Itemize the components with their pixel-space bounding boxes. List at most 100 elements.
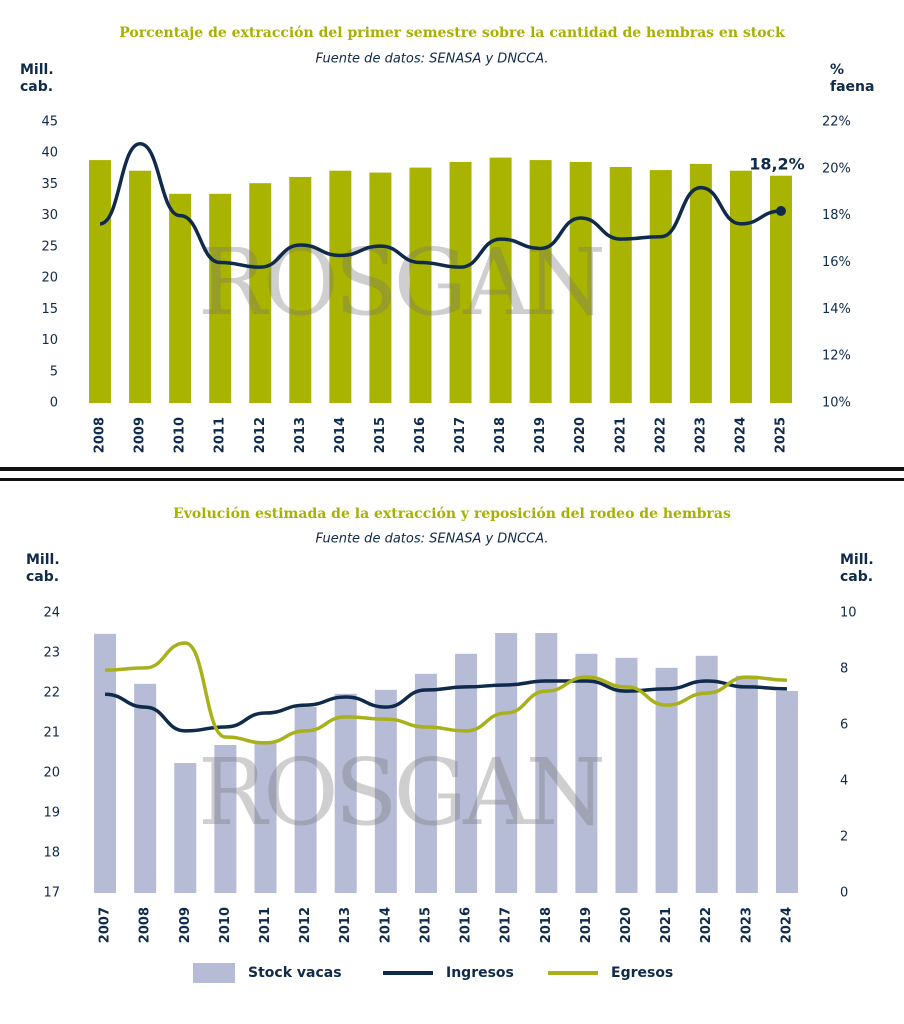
chart-title: Porcentaje de extracción del primer seme…: [119, 25, 785, 41]
y-tick-label: 45: [41, 115, 58, 130]
bar: [535, 633, 558, 893]
y-axis-label: Mill. cab.: [20, 62, 54, 95]
bar: [569, 161, 592, 403]
x-tick-label: 2012: [298, 907, 313, 943]
x-tick-label: 2024: [779, 907, 794, 943]
bar: [649, 170, 672, 403]
legend-swatch: [193, 963, 235, 983]
y-tick-label: 40: [41, 146, 58, 161]
x-tick-label: 2007: [98, 907, 113, 943]
x-tick-label: 2024: [733, 417, 748, 453]
x-tick-label: 2008: [93, 417, 108, 453]
x-tick-label: 2015: [418, 907, 433, 943]
x-tick-label: 2025: [773, 417, 788, 453]
x-tick-label: 2010: [173, 417, 188, 453]
separator: [0, 467, 904, 471]
x-tick-label: 2016: [459, 907, 474, 943]
x-tick-label: 2012: [253, 417, 268, 453]
y2-tick-label: 2: [840, 830, 848, 845]
line: [104, 679, 787, 733]
x-tick-label: 2009: [133, 417, 148, 453]
bar: [209, 193, 232, 403]
chart-subtitle: Fuente de datos: SENASA y DNCCA.: [316, 532, 549, 547]
y-tick-label: 18: [43, 846, 60, 861]
bar: [729, 170, 752, 403]
x-tick-label: 2021: [613, 417, 628, 453]
y-tick-label: 20: [41, 271, 58, 286]
y2-tick-label: 22%: [822, 115, 851, 130]
x-tick-label: 2022: [699, 907, 714, 943]
y2-tick-label: 12%: [822, 349, 851, 364]
x-tick-label: 2014: [333, 417, 348, 453]
x-tick-label: 2009: [178, 907, 193, 943]
x-tick-label: 2019: [579, 907, 594, 943]
bar: [329, 170, 352, 403]
line: [105, 641, 787, 745]
chart-title: Evolución estimada de la extracción y re…: [173, 506, 731, 522]
y-tick-label: 21: [43, 726, 60, 741]
bar: [94, 633, 117, 893]
y-tick-label: 30: [41, 208, 58, 223]
x-tick-label: 2008: [138, 907, 153, 943]
legend-label: Egresos: [611, 965, 673, 981]
y2-tick-label: 8: [840, 662, 848, 677]
bar: [174, 763, 197, 893]
x-tick-label: 2020: [573, 417, 588, 453]
bar: [575, 653, 598, 893]
bar: [334, 693, 357, 893]
y2-tick-label: 6: [840, 718, 848, 733]
legend-label: Stock vacas: [248, 965, 342, 981]
x-tick-label: 2011: [258, 907, 273, 943]
x-tick-label: 2014: [378, 907, 393, 943]
line: [99, 142, 782, 269]
y2-tick-label: 4: [840, 774, 848, 789]
bar: [735, 675, 758, 893]
separator: [0, 478, 904, 481]
bar: [289, 176, 312, 403]
x-tick-label: 2013: [338, 907, 353, 943]
y-tick-label: 15: [41, 302, 58, 317]
bar: [254, 741, 277, 893]
bar: [374, 689, 397, 893]
y-tick-label: 19: [43, 806, 60, 821]
x-tick-label: 2011: [213, 417, 228, 453]
x-tick-label: 2020: [619, 907, 634, 943]
chart-subtitle: Fuente de datos: SENASA y DNCCA.: [316, 52, 549, 67]
y-tick-label: 10: [41, 333, 58, 348]
y-tick-label: 24: [43, 606, 60, 621]
bar: [609, 166, 632, 403]
bar: [369, 172, 392, 403]
bar: [489, 157, 512, 403]
y2-tick-label: 10: [840, 606, 857, 621]
y2-axis-label: Mill. cab.: [840, 552, 874, 585]
bar: [89, 160, 112, 403]
y2-tick-label: 18%: [822, 208, 851, 223]
y2-tick-label: 0: [840, 886, 848, 901]
bar: [495, 633, 518, 893]
y-tick-label: 23: [43, 646, 60, 661]
bar: [134, 683, 157, 893]
legend-label: Ingresos: [446, 965, 514, 981]
x-tick-label: 2016: [413, 417, 428, 453]
bar: [615, 657, 638, 893]
bar: [529, 160, 552, 403]
bar: [689, 163, 712, 403]
x-tick-label: 2018: [539, 907, 554, 943]
y2-tick-label: 14%: [822, 302, 851, 317]
bar: [449, 161, 472, 403]
y-tick-label: 25: [41, 239, 58, 254]
bar: [214, 745, 237, 893]
x-tick-label: 2017: [453, 417, 468, 453]
annotation: 18,2%: [749, 154, 805, 173]
y-tick-label: 22: [43, 686, 60, 701]
bar: [409, 167, 432, 403]
x-tick-label: 2023: [693, 417, 708, 453]
bar: [769, 175, 792, 403]
bar: [129, 170, 152, 403]
bar: [775, 691, 798, 893]
bar: [655, 667, 678, 893]
y-tick-label: 20: [43, 766, 60, 781]
x-tick-label: 2022: [653, 417, 668, 453]
x-tick-label: 2018: [493, 417, 508, 453]
